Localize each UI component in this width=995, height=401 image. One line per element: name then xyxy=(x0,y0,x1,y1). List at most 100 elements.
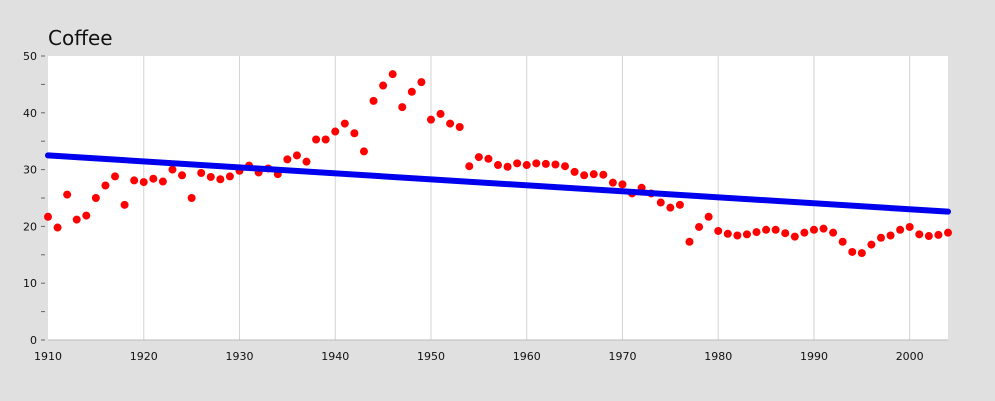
data-point xyxy=(101,181,110,190)
data-point xyxy=(120,200,129,209)
data-point xyxy=(455,123,464,131)
data-point xyxy=(407,87,416,96)
data-point xyxy=(130,176,139,185)
data-point xyxy=(656,198,665,207)
data-point xyxy=(829,228,838,237)
x-tick-label: 1930 xyxy=(225,350,253,363)
x-tick-label: 1960 xyxy=(513,350,541,363)
data-point xyxy=(350,129,359,138)
x-tick-label: 1990 xyxy=(800,350,828,363)
data-point xyxy=(886,231,895,240)
data-point xyxy=(216,175,225,184)
data-point xyxy=(446,119,455,128)
data-point xyxy=(714,226,723,235)
data-point xyxy=(790,232,799,241)
data-point xyxy=(321,135,330,144)
data-point xyxy=(723,229,732,238)
data-point xyxy=(905,222,914,231)
data-point xyxy=(618,180,627,189)
data-point xyxy=(91,194,100,202)
data-point xyxy=(561,162,570,171)
y-tick-label: 0 xyxy=(30,334,37,347)
data-point xyxy=(465,162,474,171)
data-point xyxy=(484,154,493,163)
x-tick-label: 1980 xyxy=(704,350,732,363)
data-point xyxy=(44,212,52,221)
data-point xyxy=(436,109,445,118)
data-point xyxy=(608,178,617,187)
data-point xyxy=(503,162,512,171)
data-point xyxy=(762,225,771,234)
y-tick-label: 50 xyxy=(23,50,37,63)
data-point xyxy=(522,161,531,170)
data-point xyxy=(809,225,818,234)
data-point xyxy=(589,170,598,179)
y-tick-label: 40 xyxy=(23,107,37,120)
data-point xyxy=(704,212,713,221)
data-point xyxy=(685,237,694,246)
data-point xyxy=(848,247,857,256)
data-point xyxy=(915,230,924,239)
y-tick-label: 30 xyxy=(23,164,37,177)
data-point xyxy=(867,240,876,249)
x-tick-label: 1950 xyxy=(417,350,445,363)
y-tick-label: 20 xyxy=(23,220,37,233)
data-point xyxy=(857,249,866,258)
x-tick-label: 1970 xyxy=(608,350,636,363)
plot-area xyxy=(48,56,948,340)
data-point xyxy=(944,228,952,237)
data-point xyxy=(340,119,349,128)
data-point xyxy=(197,169,206,178)
data-point xyxy=(876,233,885,242)
data-point xyxy=(398,103,407,112)
data-point xyxy=(302,157,311,166)
data-point xyxy=(675,200,684,209)
data-point xyxy=(599,170,608,179)
trend-line xyxy=(45,152,951,215)
data-point xyxy=(695,222,704,231)
data-point xyxy=(541,159,550,168)
x-tick-label: 1910 xyxy=(34,350,62,363)
data-point xyxy=(379,81,388,90)
data-point xyxy=(426,115,435,124)
x-tick-label: 1940 xyxy=(321,350,349,363)
data-point xyxy=(139,178,148,187)
data-point xyxy=(187,194,196,202)
data-point xyxy=(206,172,215,181)
y-tick-label: 10 xyxy=(23,277,37,290)
data-point xyxy=(168,165,177,174)
data-point xyxy=(111,172,120,181)
data-point xyxy=(838,237,847,246)
data-point xyxy=(494,161,502,170)
x-tick-label: 1920 xyxy=(130,350,158,363)
data-point xyxy=(800,228,809,237)
data-point xyxy=(312,135,321,144)
data-point xyxy=(63,190,72,199)
data-point xyxy=(819,224,828,233)
data-point xyxy=(283,155,292,164)
chart-title: Coffee xyxy=(48,26,113,50)
data-point xyxy=(178,171,187,180)
data-point xyxy=(331,127,340,136)
data-point xyxy=(551,160,560,169)
data-point xyxy=(771,225,780,234)
data-point xyxy=(752,228,761,237)
data-point xyxy=(474,153,483,162)
data-point xyxy=(149,174,158,183)
data-point xyxy=(570,167,579,176)
data-point xyxy=(225,172,234,181)
data-point xyxy=(417,78,426,87)
data-point xyxy=(733,231,742,240)
data-point xyxy=(72,215,81,224)
data-point xyxy=(82,211,91,220)
data-point xyxy=(369,96,378,105)
data-point xyxy=(388,70,397,79)
data-point xyxy=(666,203,675,212)
data-point xyxy=(781,229,790,238)
x-tick-label: 2000 xyxy=(896,350,924,363)
data-point xyxy=(580,171,589,180)
data-point xyxy=(742,230,751,239)
data-point xyxy=(532,159,541,168)
